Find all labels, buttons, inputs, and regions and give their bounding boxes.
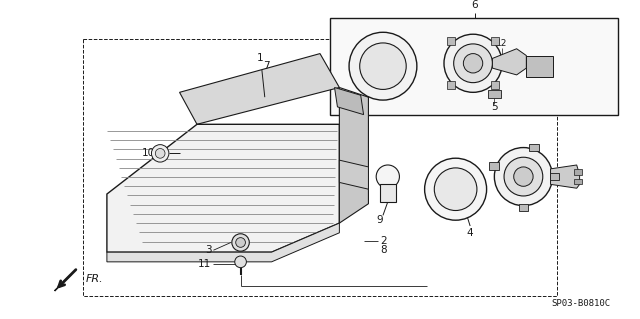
Circle shape xyxy=(232,234,250,251)
Polygon shape xyxy=(335,87,364,115)
Polygon shape xyxy=(54,274,71,291)
Circle shape xyxy=(435,168,477,211)
Bar xyxy=(491,38,499,45)
Circle shape xyxy=(236,238,245,247)
Text: 4: 4 xyxy=(467,228,474,238)
Bar xyxy=(526,56,554,77)
Circle shape xyxy=(514,167,533,186)
Polygon shape xyxy=(180,54,339,124)
Circle shape xyxy=(152,145,169,162)
Circle shape xyxy=(235,256,246,268)
Text: 2: 2 xyxy=(380,235,387,246)
Circle shape xyxy=(360,43,406,89)
Text: 3: 3 xyxy=(205,245,211,255)
Bar xyxy=(490,162,499,170)
Bar xyxy=(380,184,396,202)
Polygon shape xyxy=(492,49,526,75)
Circle shape xyxy=(454,44,492,83)
Text: 9: 9 xyxy=(377,215,383,225)
Circle shape xyxy=(349,32,417,100)
Circle shape xyxy=(444,34,502,92)
Bar xyxy=(447,38,455,45)
Text: 12: 12 xyxy=(497,40,508,48)
Text: FR.: FR. xyxy=(86,274,103,284)
Circle shape xyxy=(463,54,483,73)
Text: 10: 10 xyxy=(142,148,156,158)
Bar xyxy=(488,90,501,98)
Polygon shape xyxy=(107,223,339,262)
Bar xyxy=(574,179,582,184)
Polygon shape xyxy=(107,124,339,252)
Text: 7: 7 xyxy=(264,61,270,71)
Text: 8: 8 xyxy=(380,245,387,255)
Bar xyxy=(447,81,455,89)
Text: 11: 11 xyxy=(198,259,211,269)
Circle shape xyxy=(156,149,165,158)
Text: 6: 6 xyxy=(472,0,478,10)
Bar xyxy=(330,18,618,115)
Text: 1: 1 xyxy=(257,53,263,63)
Polygon shape xyxy=(339,87,369,223)
Polygon shape xyxy=(339,160,369,189)
Circle shape xyxy=(504,157,543,196)
Bar xyxy=(83,39,557,296)
Bar xyxy=(518,204,528,211)
Bar xyxy=(550,173,559,181)
Circle shape xyxy=(376,165,399,188)
Polygon shape xyxy=(550,165,580,188)
Bar xyxy=(491,81,499,89)
Circle shape xyxy=(424,158,486,220)
Bar xyxy=(529,144,539,151)
Text: 5: 5 xyxy=(491,102,498,112)
Bar xyxy=(574,169,582,175)
Circle shape xyxy=(494,148,552,206)
Text: SP03-B0810C: SP03-B0810C xyxy=(552,299,611,308)
